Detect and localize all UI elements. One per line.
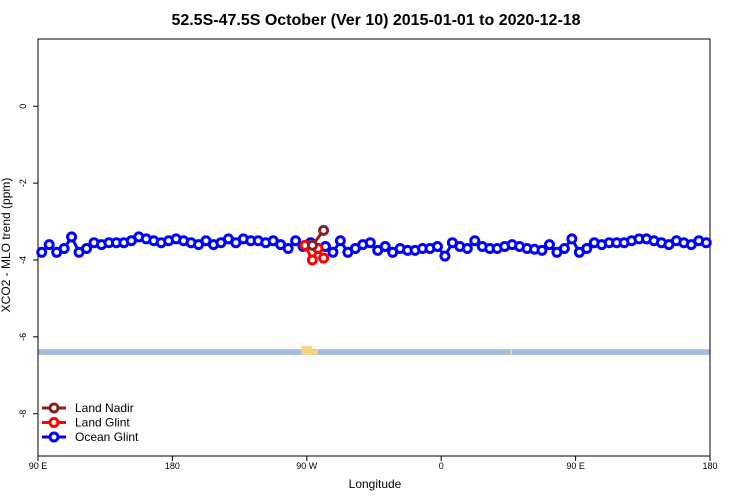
series-layer xyxy=(36,224,712,266)
data-point xyxy=(306,254,318,266)
x-tick-label: 180 xyxy=(165,461,180,471)
y-axis-label: XCO2 - MLO trend (ppm) xyxy=(0,178,13,313)
data-point xyxy=(558,242,570,254)
ocean-band xyxy=(38,349,710,355)
x-tick-label: 90 E xyxy=(566,461,585,471)
x-tick-label: 0 xyxy=(439,461,444,471)
y-axis: 0 -2 -4 -6 -8 xyxy=(18,104,38,418)
legend-item: Land Nadir xyxy=(42,401,134,415)
legend-label: Land Glint xyxy=(75,416,130,430)
series-line xyxy=(303,244,325,264)
data-point xyxy=(334,235,346,247)
plot-border xyxy=(37,38,711,457)
data-point xyxy=(318,252,330,264)
series-ocean-glint xyxy=(36,231,712,262)
data-point xyxy=(327,246,339,258)
legend-marker xyxy=(48,417,60,428)
legend-item: Ocean Glint xyxy=(42,430,139,444)
land-segment xyxy=(312,349,318,355)
x-axis-label: Longitude xyxy=(349,477,402,491)
data-point xyxy=(700,237,712,249)
y-tick-label: -6 xyxy=(18,333,28,341)
land-segment xyxy=(510,349,513,355)
data-point xyxy=(282,242,294,254)
data-point xyxy=(543,239,555,251)
data-point xyxy=(566,233,578,245)
data-point xyxy=(469,235,481,247)
data-point xyxy=(81,242,93,254)
plot-frame xyxy=(37,38,711,457)
data-point xyxy=(66,231,78,243)
land-band xyxy=(38,346,710,355)
data-point xyxy=(36,246,48,258)
land-segment xyxy=(301,346,313,355)
data-point xyxy=(439,250,451,262)
data-point xyxy=(306,239,318,251)
legend-marker xyxy=(48,431,60,443)
y-tick-label: 0 xyxy=(18,104,28,109)
data-point xyxy=(290,235,302,247)
data-point xyxy=(43,239,55,251)
legend-item: Land Glint xyxy=(42,416,130,430)
y-tick-label: -8 xyxy=(18,410,28,418)
y-tick-label: -4 xyxy=(18,256,28,264)
data-point xyxy=(318,224,330,236)
x-tick-label: 180 xyxy=(702,461,717,471)
x-tick-label: 90 W xyxy=(296,461,318,471)
data-point xyxy=(461,242,473,254)
data-point xyxy=(364,237,376,249)
data-point xyxy=(536,244,548,256)
x-axis: 90 E 180 90 W 0 90 E 180 xyxy=(29,456,718,471)
chart-title: 52.5S-47.5S October (Ver 10) 2015-01-01 … xyxy=(171,12,580,29)
x-tick-label: 90 E xyxy=(29,461,48,471)
legend-label: Land Nadir xyxy=(75,401,134,415)
legend-label: Ocean Glint xyxy=(75,430,139,444)
data-point xyxy=(581,242,593,254)
legend-marker xyxy=(48,402,60,414)
data-point xyxy=(379,241,391,253)
series-land-nadir xyxy=(306,224,330,251)
y-tick-label: -2 xyxy=(18,179,28,187)
data-point xyxy=(58,242,70,254)
data-point xyxy=(431,241,443,253)
